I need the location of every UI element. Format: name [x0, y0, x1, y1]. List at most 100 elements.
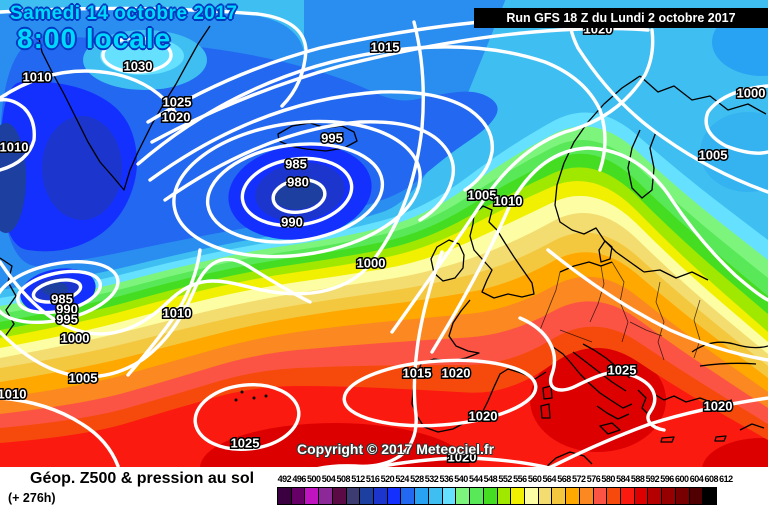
pressure-label: 1010 — [494, 194, 523, 209]
weather-map: 1010 1030 1025 1020 1015 1020 1000 1005 995 985 98… — [0, 0, 768, 467]
isobar-contour — [205, 142, 385, 244]
cold-core — [0, 123, 26, 233]
scale-value: 584 — [616, 474, 630, 484]
scale-swatch — [619, 487, 635, 505]
scale-swatch — [606, 487, 621, 505]
scale-swatch — [565, 487, 580, 505]
cold-core — [42, 116, 122, 220]
coastline — [637, 389, 733, 417]
scale-swatch — [345, 487, 361, 505]
isobar-contour — [0, 20, 425, 336]
isobar-contour — [163, 120, 456, 222]
scale-value: 608 — [704, 474, 718, 484]
scale-swatch — [661, 487, 676, 505]
pressure-label: 1025 — [231, 436, 260, 451]
pressure-label: 1000 — [737, 86, 766, 101]
scale-swatch — [455, 487, 471, 505]
scale-value: 572 — [571, 474, 586, 484]
scale-value: 588 — [630, 474, 645, 484]
scale-value: 536 — [439, 474, 454, 484]
island-dot — [264, 394, 268, 398]
scale-value: 564 — [542, 474, 557, 484]
country-border — [693, 299, 701, 359]
scale-swatch — [688, 487, 704, 505]
isobar-contour — [240, 156, 354, 228]
scale-value: 604 — [689, 474, 704, 484]
isobar-contour — [16, 269, 102, 315]
scale-swatch — [551, 487, 567, 505]
pressure-label: 985 — [285, 157, 307, 172]
model-run-info-text: Run GFS 18 Z du Lundi 2 octobre 2017 — [506, 11, 736, 25]
isobar-contour — [31, 278, 83, 304]
coastline — [691, 341, 768, 367]
legend-forecast-hour: (+ 276h) — [8, 491, 56, 505]
pressure-label: 1020 — [162, 110, 191, 125]
pressure-label: 995 — [321, 131, 343, 146]
pressure-label: 1000 — [61, 331, 90, 346]
pressure-label: 985 — [51, 292, 73, 307]
scale-swatch — [592, 487, 608, 505]
scale-swatch — [277, 487, 292, 505]
scale-value: 492 — [277, 474, 292, 484]
pressure-label: 1020 — [469, 409, 498, 424]
scale-value: 496 — [292, 474, 306, 484]
scale-value: 592 — [645, 474, 660, 484]
island-dot — [240, 390, 244, 394]
isobar-contour — [126, 248, 202, 377]
coastline — [0, 257, 17, 339]
scale-value: 524 — [395, 474, 409, 484]
scale-value: 532 — [424, 474, 439, 484]
isobar-contour — [271, 178, 327, 214]
coastline — [598, 240, 613, 263]
isobar-contour — [368, 456, 553, 467]
coastline — [411, 299, 547, 433]
scale-value: 508 — [336, 474, 350, 484]
scale-swatch — [523, 487, 539, 505]
coastline — [639, 75, 767, 115]
pressure-label: 980 — [287, 175, 309, 190]
cold-core — [274, 176, 324, 210]
legend-title: Géop. Z500 & pression au sol — [30, 470, 255, 487]
scale-value: 600 — [675, 474, 689, 484]
isobar-contour — [317, 250, 444, 467]
scale-value: 576 — [586, 474, 601, 484]
scale-value: 500 — [307, 474, 321, 484]
coastline — [660, 435, 727, 443]
scale-value: 580 — [601, 474, 615, 484]
pressure-label: 1020 — [448, 450, 477, 465]
scale-value: 612 — [719, 474, 733, 484]
isobar-contour — [0, 6, 308, 108]
scale-value: 504 — [321, 474, 336, 484]
pressure-label: 1005 — [699, 148, 728, 163]
scale-swatch — [359, 487, 375, 505]
coastline — [552, 346, 633, 420]
pressure-label: 1015 — [403, 366, 432, 381]
isobar-contour — [0, 260, 120, 324]
scale-swatch — [674, 487, 690, 505]
scale-value: 516 — [365, 474, 380, 484]
scale-swatch — [537, 487, 553, 505]
isobar-contour — [136, 45, 607, 172]
country-border — [655, 281, 665, 361]
pressure-label: 1010 — [23, 70, 52, 85]
color-scale-labels: 492 496 500 504 508 512 516 520 524 528 532 536 540 5… — [277, 474, 734, 484]
isobar-contour — [0, 396, 120, 467]
scale-swatch — [386, 487, 402, 505]
isobar-contour — [518, 316, 666, 432]
pressure-label: 1010 — [0, 387, 26, 402]
scale-swatch — [647, 487, 663, 505]
pressure-label: 995 — [56, 312, 78, 327]
scale-value: 528 — [410, 474, 424, 484]
scale-value: 512 — [351, 474, 365, 484]
pressure-label: 990 — [281, 215, 303, 230]
scale-swatch — [469, 487, 484, 505]
country-border — [589, 265, 605, 323]
pressure-label: 1025 — [163, 95, 192, 110]
color-scale-swatches — [277, 487, 717, 505]
scale-value: 560 — [527, 474, 542, 484]
scale-swatch — [304, 487, 320, 505]
pressure-label: 1020 — [442, 366, 471, 381]
pressure-label: 1005 — [468, 188, 497, 203]
isobar-contour — [101, 36, 173, 74]
